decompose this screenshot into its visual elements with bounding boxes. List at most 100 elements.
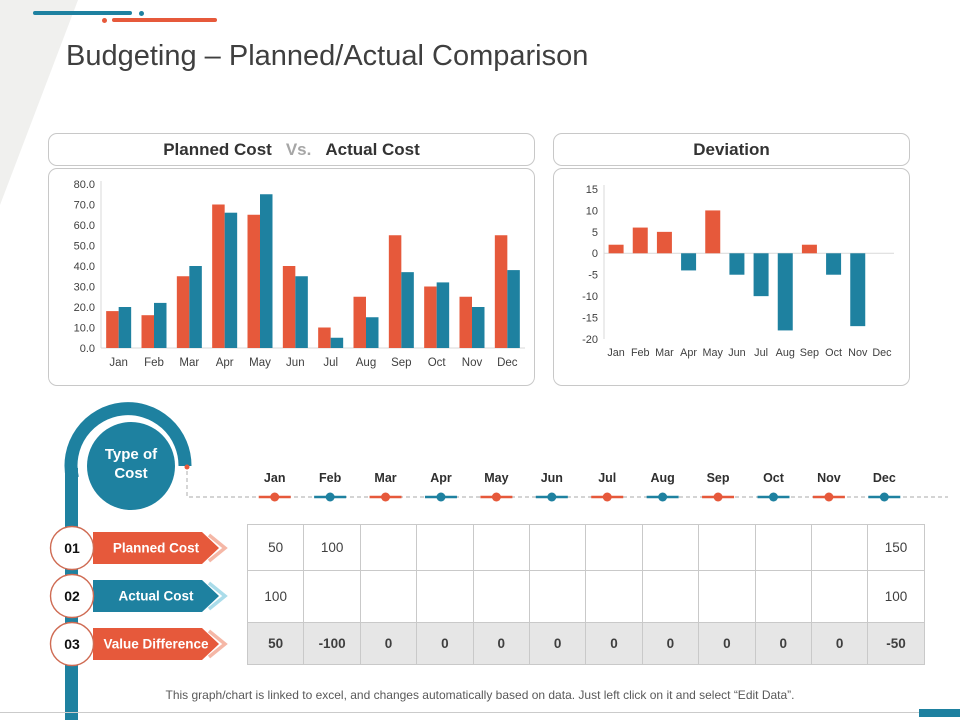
bar-planned-cost-jun xyxy=(282,266,296,348)
bar-actual-cost-oct xyxy=(436,282,450,348)
vertical-spine xyxy=(65,468,78,720)
month-header-apr: Apr xyxy=(430,471,452,485)
table-cell xyxy=(416,570,474,623)
month-dot-mar xyxy=(381,492,391,502)
table-cell: -50 xyxy=(867,622,925,665)
row-label-planned-cost: Planned Cost xyxy=(113,541,200,556)
table-cell xyxy=(528,524,587,571)
x-tick-label: May xyxy=(703,347,724,359)
y-tick-label: 20.0 xyxy=(74,302,95,314)
planned-vs-actual-chart[interactable]: 0.0 10.0 20.0 30.0 40.0 50.0 60.0 70.0 80.0 Jan Fe… xyxy=(48,168,535,386)
header-accent-teal-line xyxy=(33,11,132,15)
type-of-cost-badge: Type of Cost xyxy=(104,446,158,482)
y-tick-label: -20 xyxy=(582,334,598,346)
y-tick-label: 5 xyxy=(592,227,598,239)
deviation-chart[interactable]: 15 10 5 0 -5 -10 -15 -20 Jan Feb Mar Apr May Jun Jul Au… xyxy=(553,168,910,386)
header-accent-teal-dot xyxy=(139,11,144,16)
row-chevron xyxy=(207,629,228,659)
table-cell xyxy=(810,570,869,623)
month-header-sep: Sep xyxy=(707,471,730,485)
y-tick-label: 60.0 xyxy=(74,220,95,232)
row-chevron xyxy=(207,581,228,611)
table-cell xyxy=(528,570,587,623)
deviation-bar-jun xyxy=(729,253,745,275)
bar-actual-cost-feb xyxy=(154,302,167,348)
table-cell: 100 xyxy=(867,570,925,623)
month-dot-aug xyxy=(658,492,668,502)
y-tick-label: 15 xyxy=(586,184,598,196)
row-number-circle xyxy=(49,621,95,667)
table-cell xyxy=(472,524,530,571)
chart1-title-right: Actual Cost xyxy=(325,139,420,159)
x-tick-label: Dec xyxy=(872,347,892,359)
row-number-circle xyxy=(49,525,95,571)
bar-planned-cost-dec xyxy=(494,235,508,348)
deviation-bar-may xyxy=(705,210,721,254)
month-header-jul: Jul xyxy=(598,471,616,485)
table-cell xyxy=(641,570,700,623)
bar-actual-cost-aug xyxy=(366,317,379,348)
month-dot-sep xyxy=(713,492,723,502)
month-dot-jul xyxy=(602,492,612,502)
month-dot-dec xyxy=(879,492,889,502)
dashed-connector xyxy=(186,471,948,498)
bar-actual-cost-mar xyxy=(189,266,202,348)
table-cell: 0 xyxy=(359,622,418,665)
month-header-jun: Jun xyxy=(541,471,563,485)
deviation-bar-oct xyxy=(826,253,842,275)
x-tick-label: Apr xyxy=(216,357,234,369)
month-header-oct: Oct xyxy=(763,471,785,485)
row-number-03: 03 xyxy=(64,636,80,652)
bar-planned-cost-jul xyxy=(318,327,331,348)
table-cell: 100 xyxy=(303,524,361,571)
bar-planned-cost-nov xyxy=(459,296,472,348)
table-cell xyxy=(810,524,869,571)
x-tick-label: Mar xyxy=(655,347,674,359)
bar-actual-cost-jan xyxy=(118,307,132,348)
table-cell xyxy=(698,524,756,571)
y-tick-label: -5 xyxy=(588,270,598,282)
month-header-aug: Aug xyxy=(650,471,674,485)
table-cell: 0 xyxy=(528,622,587,665)
table-cell xyxy=(754,524,812,571)
deviation-bar-nov xyxy=(850,253,866,327)
bar-actual-cost-sep xyxy=(401,272,414,348)
bar-planned-cost-feb xyxy=(141,315,154,348)
month-dot-jun xyxy=(547,492,557,502)
table-cell: 150 xyxy=(867,524,925,571)
deviation-bar-jan xyxy=(608,244,624,254)
x-tick-label: Dec xyxy=(497,357,518,369)
row-label-actual-cost: Actual Cost xyxy=(118,589,194,604)
table-cell: 0 xyxy=(810,622,869,665)
month-dot-oct xyxy=(768,492,778,502)
y-tick-label: 70.0 xyxy=(74,199,95,211)
table-cell: 0 xyxy=(472,622,530,665)
bar-actual-cost-apr xyxy=(224,212,238,348)
deviation-bar-aug xyxy=(777,253,793,331)
table-cell xyxy=(641,524,700,571)
bar-planned-cost-mar xyxy=(176,276,190,348)
row-chevron xyxy=(207,533,228,563)
month-header-feb: Feb xyxy=(319,471,342,485)
x-tick-label: Jan xyxy=(109,357,128,369)
chart2-title: Deviation xyxy=(693,139,770,159)
cost-data-table[interactable]: 50 100 150 100 100 50 -100 0 0 0 0 0 0 0 0 0 -50 xyxy=(246,524,925,665)
month-dot-nov xyxy=(824,492,834,502)
page-title: Budgeting – Planned/Actual Comparison xyxy=(66,40,589,72)
row-label-value-difference: Value Difference xyxy=(103,637,209,652)
x-tick-label: Aug xyxy=(356,357,376,369)
chart1-title-left: Planned Cost xyxy=(163,139,272,159)
month-dot-jan xyxy=(270,492,280,502)
x-tick-label: Jul xyxy=(754,347,768,359)
month-dot-apr xyxy=(436,492,446,502)
bar-planned-cost-jan xyxy=(106,311,119,348)
connector-dot xyxy=(184,464,190,470)
table-cell xyxy=(698,570,756,623)
row-number-02: 02 xyxy=(64,588,80,604)
table-cell: 0 xyxy=(754,622,812,665)
deviation-bar-jul xyxy=(753,253,769,297)
y-tick-label: 40.0 xyxy=(74,261,95,273)
table-cell: 0 xyxy=(698,622,756,665)
y-tick-label: 30.0 xyxy=(74,281,95,293)
x-tick-label: Feb xyxy=(144,357,164,369)
